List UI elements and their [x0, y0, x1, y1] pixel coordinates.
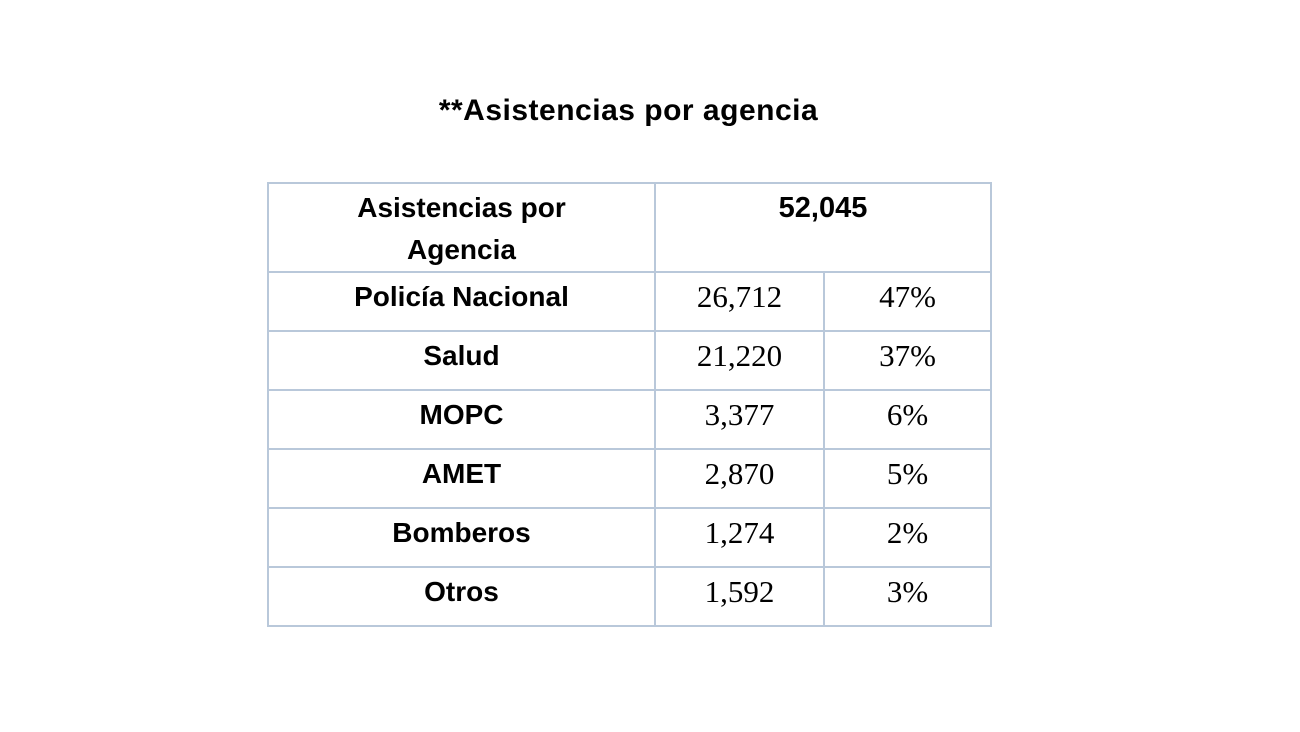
agency-name-cell: MOPC [267, 389, 656, 450]
percent-cell: 37% [822, 330, 993, 391]
agency-name-cell: Otros [267, 566, 656, 627]
percent-cell: 3% [822, 566, 993, 627]
header-agency-cell: Asistencias por Agencia [267, 182, 656, 273]
count-cell: 1,592 [654, 566, 825, 627]
agency-name-cell: Bomberos [267, 507, 656, 568]
count-cell: 1,274 [654, 507, 825, 568]
table-row-bomberos: Bomberos 1,274 2% [267, 507, 993, 568]
header-agency-line2: Agencia [407, 234, 516, 265]
table-row-mopc: MOPC 3,377 6% [267, 389, 993, 450]
percent-cell: 2% [822, 507, 993, 568]
count-cell: 2,870 [654, 448, 825, 509]
agency-name-cell: Policía Nacional [267, 271, 656, 332]
header-agency-line1: Asistencias por [357, 192, 566, 223]
table-row-amet: AMET 2,870 5% [267, 448, 993, 509]
count-cell: 3,377 [654, 389, 825, 450]
header-total-cell: 52,045 [653, 182, 993, 273]
table-row-salud: Salud 21,220 37% [267, 330, 993, 391]
count-cell: 21,220 [654, 330, 825, 391]
count-cell: 26,712 [654, 271, 825, 332]
page-title: **Asistencias por agencia [438, 94, 819, 127]
agency-name-cell: Salud [267, 330, 656, 391]
table-header-row: Asistencias por Agencia 52,045 [267, 182, 993, 273]
table-row-otros: Otros 1,592 3% [267, 566, 993, 627]
percent-cell: 5% [822, 448, 993, 509]
table-row-policia-nacional: Policía Nacional 26,712 47% [267, 271, 993, 332]
agency-name-cell: AMET [267, 448, 656, 509]
asistencias-por-agencia-table: Asistencias por Agencia 52,045 Policía N… [267, 182, 993, 627]
percent-cell: 6% [822, 389, 993, 450]
percent-cell: 47% [822, 271, 993, 332]
